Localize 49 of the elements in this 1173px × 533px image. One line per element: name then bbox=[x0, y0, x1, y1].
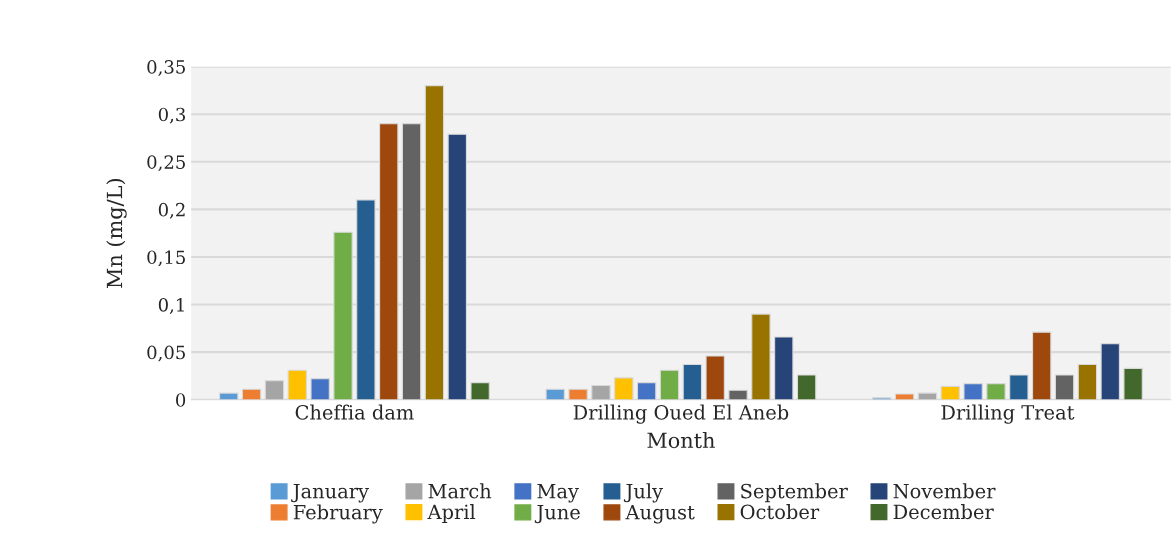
bar bbox=[568, 388, 588, 400]
bar bbox=[963, 383, 983, 400]
x-tick-label: Drilling Treat bbox=[941, 404, 1075, 424]
legend-label: September bbox=[741, 483, 848, 503]
bar bbox=[986, 383, 1006, 400]
y-tick-label: 0,25 bbox=[147, 155, 185, 172]
y-tick-label: 0,1 bbox=[158, 298, 184, 314]
bar bbox=[894, 393, 915, 400]
legend-label: November bbox=[893, 483, 996, 499]
bar bbox=[219, 392, 239, 400]
bar bbox=[1054, 374, 1075, 400]
x-axis-title: Month bbox=[647, 432, 715, 449]
bar bbox=[1009, 374, 1029, 400]
legend-label: February bbox=[293, 504, 383, 524]
bar bbox=[1077, 363, 1098, 400]
legend-label: May bbox=[537, 483, 579, 503]
bar bbox=[917, 392, 938, 400]
y-tick-label: 0,2 bbox=[158, 202, 185, 219]
legend-label: June bbox=[534, 505, 580, 524]
x-tick-label: Cheffia dam bbox=[295, 404, 414, 420]
legend-label: August bbox=[625, 505, 695, 524]
legend-label: December bbox=[893, 504, 994, 520]
bar bbox=[796, 374, 817, 400]
bar bbox=[705, 355, 725, 400]
y-tick-label: 0,05 bbox=[147, 345, 185, 362]
y-tick-label: 0,3 bbox=[158, 107, 185, 124]
bar bbox=[659, 369, 680, 400]
bar bbox=[264, 380, 285, 400]
legend-label: October bbox=[740, 504, 820, 520]
bar bbox=[287, 369, 308, 400]
y-axis-title: Mn (mg/L) bbox=[106, 179, 127, 288]
bar bbox=[940, 385, 960, 400]
legend-label: March bbox=[428, 483, 492, 499]
legend-label: April bbox=[427, 504, 476, 523]
bar bbox=[310, 378, 330, 400]
bar bbox=[682, 363, 703, 400]
bar bbox=[636, 382, 657, 400]
y-tick-label: 0,35 bbox=[147, 60, 185, 76]
bar bbox=[470, 382, 490, 400]
y-tick-label: 0 bbox=[176, 393, 186, 407]
bar bbox=[545, 388, 565, 400]
legend-label: January bbox=[291, 483, 369, 503]
bar bbox=[1123, 367, 1143, 400]
legend-label: July bbox=[623, 483, 663, 503]
x-tick-label: Drilling Oued El Aneb bbox=[573, 404, 789, 424]
bar bbox=[614, 377, 634, 400]
bar bbox=[728, 389, 748, 400]
bar bbox=[591, 384, 611, 400]
y-tick-label: 0,15 bbox=[147, 250, 185, 267]
